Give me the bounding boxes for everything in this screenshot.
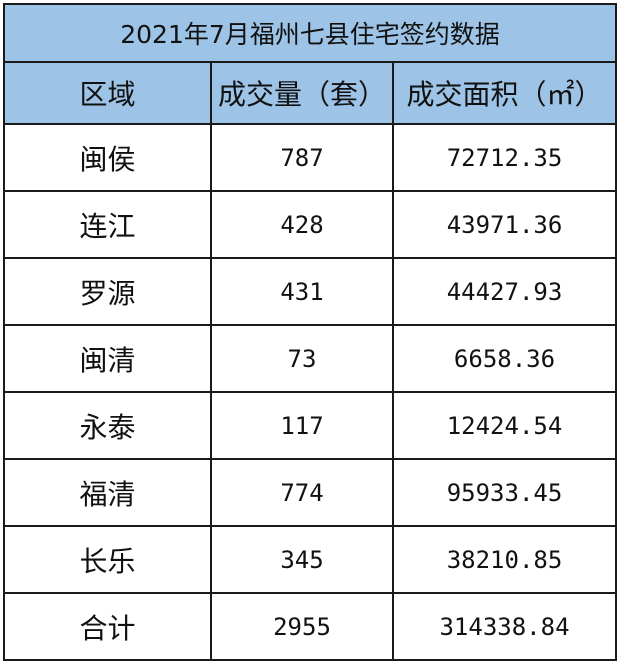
cell-area: 12424.54	[392, 391, 617, 460]
cell-volume: 787	[210, 123, 394, 192]
table-row: 闽清 73 6658.36	[3, 324, 617, 393]
cell-area: 44427.93	[392, 257, 617, 326]
cell-volume: 117	[210, 391, 394, 460]
cell-volume: 431	[210, 257, 394, 326]
cell-area: 314338.84	[392, 592, 617, 661]
table-title: 2021年7月福州七县住宅签约数据	[3, 3, 617, 63]
cell-region: 长乐	[3, 525, 212, 594]
table-row: 福清 774 95933.45	[3, 458, 617, 527]
cell-volume: 345	[210, 525, 394, 594]
cell-region: 永泰	[3, 391, 212, 460]
cell-region: 福清	[3, 458, 212, 527]
cell-volume: 774	[210, 458, 394, 527]
cell-volume: 428	[210, 190, 394, 259]
table-row: 闽侯 787 72712.35	[3, 123, 617, 192]
cell-region: 闽侯	[3, 123, 212, 192]
cell-area: 38210.85	[392, 525, 617, 594]
table-row: 永泰 117 12424.54	[3, 391, 617, 460]
cell-region: 罗源	[3, 257, 212, 326]
header-area: 成交面积（㎡）	[392, 61, 617, 125]
data-table: 2021年7月福州七县住宅签约数据 区域 成交量（套） 成交面积（㎡） 闽侯 78…	[3, 3, 617, 661]
cell-area: 43971.36	[392, 190, 617, 259]
cell-area: 95933.45	[392, 458, 617, 527]
table-row: 长乐 345 38210.85	[3, 525, 617, 594]
table-row: 罗源 431 44427.93	[3, 257, 617, 326]
header-volume: 成交量（套）	[210, 61, 394, 125]
cell-volume: 2955	[210, 592, 394, 661]
table-row: 连江 428 43971.36	[3, 190, 617, 259]
cell-region: 合计	[3, 592, 212, 661]
cell-region: 连江	[3, 190, 212, 259]
cell-region: 闽清	[3, 324, 212, 393]
cell-volume: 73	[210, 324, 394, 393]
cell-area: 72712.35	[392, 123, 617, 192]
header-region: 区域	[3, 61, 212, 125]
cell-area: 6658.36	[392, 324, 617, 393]
table-row: 合计 2955 314338.84	[3, 592, 617, 661]
